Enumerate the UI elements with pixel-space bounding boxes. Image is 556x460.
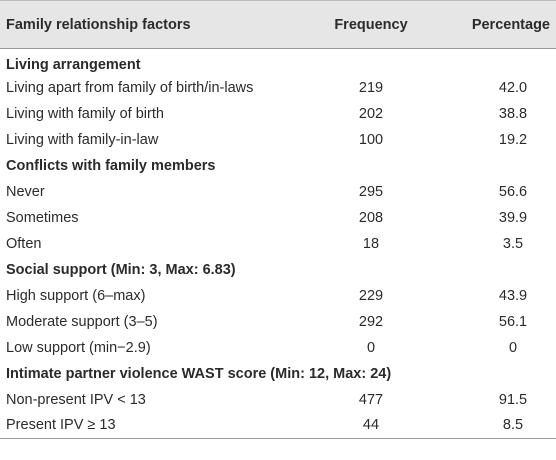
row-label: Living with family-in-law xyxy=(6,131,159,148)
table-header: Family relationship factors Frequency Pe… xyxy=(0,0,556,49)
data-row: Present IPV ≥ 13 44 8.5 xyxy=(0,412,556,439)
percentage-cell: 56.6 xyxy=(498,183,528,200)
frequency-cell: 100 xyxy=(358,131,384,148)
table-body: Living arrangement Living apart from fami… xyxy=(0,49,556,439)
data-row: High support (6–max) 229 43.9 xyxy=(0,283,556,309)
row-label: Moderate support (3–5) xyxy=(6,313,158,330)
frequency-cell: 477 xyxy=(358,391,384,408)
percentage-cell: 39.9 xyxy=(498,209,528,226)
section-title: Conflicts with family members xyxy=(6,157,216,174)
row-label: Non-present IPV < 13 xyxy=(6,391,146,408)
section-title: Social support (Min: 3, Max: 6.83) xyxy=(6,261,236,278)
percentage-cell: 56.1 xyxy=(498,313,528,330)
frequency-cell: 292 xyxy=(358,313,384,330)
data-row: Often 18 3.5 xyxy=(0,231,556,257)
percentage-cell: 8.5 xyxy=(446,412,556,439)
row-label: Often xyxy=(6,235,42,252)
row-label: Low support (min−2.9) xyxy=(6,339,151,356)
column-header: Percentage xyxy=(446,0,556,49)
header-row: Family relationship factors Frequency Pe… xyxy=(0,0,556,49)
percentage-cell: 0 xyxy=(508,339,518,356)
frequency-cell: 219 xyxy=(358,79,384,96)
percentage-cell: 43.9 xyxy=(498,287,528,304)
percentage-cell: 38.8 xyxy=(498,105,528,122)
data-row: Sometimes 208 39.9 xyxy=(0,205,556,231)
frequency-cell: 208 xyxy=(358,209,384,226)
data-row: Non-present IPV < 13 477 91.5 xyxy=(0,387,556,413)
data-row: Low support (min−2.9) 0 0 xyxy=(0,335,556,361)
row-label: Never xyxy=(6,183,45,200)
section-row: Social support (Min: 3, Max: 6.83) xyxy=(0,257,556,283)
data-row: Living with family of birth 202 38.8 xyxy=(0,101,556,127)
section-row: Living arrangement xyxy=(0,49,556,75)
data-row: Living apart from family of birth/in-law… xyxy=(0,75,556,101)
column-header: Frequency xyxy=(296,0,446,49)
section-row: Conflicts with family members xyxy=(0,153,556,179)
row-label: Sometimes xyxy=(6,209,79,226)
data-row: Never 295 56.6 xyxy=(0,179,556,205)
frequency-cell: 0 xyxy=(366,339,376,356)
percentage-cell: 19.2 xyxy=(498,131,528,148)
row-label: Living apart from family of birth/in-law… xyxy=(6,79,254,96)
section-title: Intimate partner violence WAST score (Mi… xyxy=(6,365,392,382)
section-title: Living arrangement xyxy=(6,56,141,73)
percentage-cell: 42.0 xyxy=(498,79,528,96)
row-label: Living with family of birth xyxy=(6,105,164,122)
row-label: High support (6–max) xyxy=(6,287,146,304)
data-row: Living with family-in-law 100 19.2 xyxy=(0,127,556,153)
frequency-cell: 18 xyxy=(362,235,380,252)
data-row: Moderate support (3–5) 292 56.1 xyxy=(0,309,556,335)
frequency-cell: 44 xyxy=(296,412,446,439)
frequency-cell: 202 xyxy=(358,105,384,122)
percentage-cell: 3.5 xyxy=(502,235,524,252)
section-row: Intimate partner violence WAST score (Mi… xyxy=(0,361,556,387)
percentage-cell: 91.5 xyxy=(498,391,528,408)
data-table: Family relationship factors Frequency Pe… xyxy=(0,0,556,439)
column-header: Family relationship factors xyxy=(0,0,296,49)
frequency-cell: 229 xyxy=(358,287,384,304)
row-label: Present IPV ≥ 13 xyxy=(0,412,296,439)
frequency-cell: 295 xyxy=(358,183,384,200)
